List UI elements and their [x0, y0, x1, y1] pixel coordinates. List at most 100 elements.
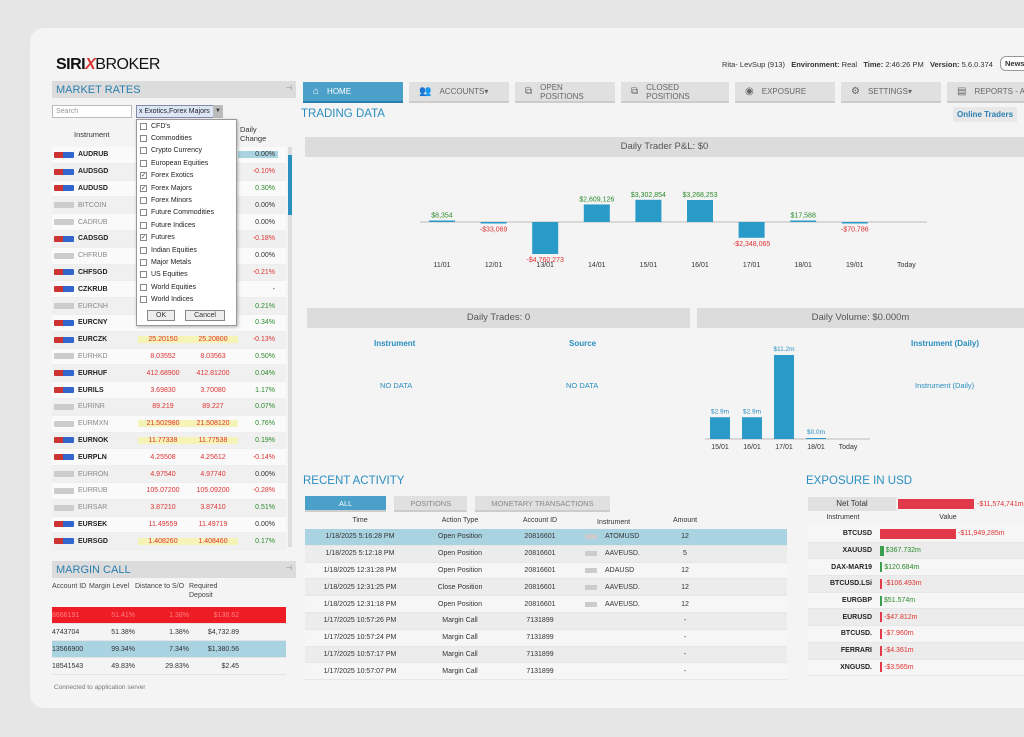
checkbox[interactable] [140, 296, 147, 304]
margin-call-row[interactable]: 13566900 99.34% 7.34% $1,380.56 [52, 641, 286, 658]
checkbox[interactable]: ✓ [140, 234, 147, 242]
pnl-bar[interactable] [687, 200, 713, 222]
market-rate-row[interactable]: EURSGD 1.408260 1.408460 0.17% [52, 533, 286, 551]
checkbox[interactable] [140, 246, 147, 254]
margin-call-row[interactable]: 8666191 51.41% 1.38% $138.62 [52, 607, 286, 624]
cancel-button[interactable]: Cancel [185, 310, 225, 321]
market-rate-row[interactable]: EURHUF 412.68900 412.81200 0.04% [52, 365, 286, 383]
pin-icon[interactable]: ⊣ [285, 565, 292, 572]
dropdown-option[interactable]: Commodities [137, 132, 236, 144]
volume-bar[interactable] [774, 355, 794, 439]
tab-home[interactable]: ⌂ HOME [303, 82, 403, 103]
instrument-icon [585, 601, 597, 607]
checkbox[interactable] [140, 209, 147, 217]
tab-recent-all[interactable]: ALL [305, 496, 387, 512]
dropdown-option[interactable]: World Equities [137, 281, 236, 293]
activity-row[interactable]: 1/17/2025 10:57:07 PM Margin Call 7131899 - [305, 663, 787, 681]
checkbox[interactable] [140, 135, 147, 143]
pnl-bar[interactable] [738, 222, 765, 238]
news-button[interactable]: News [1000, 56, 1024, 71]
volume-bar[interactable] [806, 438, 826, 439]
dropdown-option[interactable]: Indian Equities [137, 244, 236, 256]
dropdown-option[interactable]: US Equities [137, 269, 236, 281]
dropdown-option[interactable]: Forex Minors [137, 194, 236, 206]
activity-row[interactable]: 1/18/2025 12:31:28 PM Open Position 208166… [305, 562, 787, 580]
dropdown-option[interactable]: ✓ Futures [137, 232, 236, 244]
tab-accounts[interactable]: 👥 ACCOUNTS ▾ [409, 82, 509, 103]
checkbox[interactable] [140, 159, 147, 167]
exposure-row[interactable]: DAX-MAR19 $120.684m [808, 559, 1024, 577]
activity-row[interactable]: 1/18/2025 5:12:18 PM Open Position 2081660… [305, 545, 787, 563]
pnl-bar[interactable] [480, 222, 507, 224]
activity-row[interactable]: 1/18/2025 12:31:25 PM Close Position 20816… [305, 579, 787, 597]
market-rate-row[interactable]: EURRUB 105.07200 105.09200 -0.28% [52, 482, 286, 500]
checkbox[interactable] [140, 221, 147, 229]
checkbox[interactable] [140, 122, 147, 130]
exposure-row[interactable]: FERRARI -$4.361m [808, 642, 1024, 660]
volume-bar[interactable] [710, 417, 730, 439]
dropdown-option[interactable]: Future Indices [137, 219, 236, 231]
ok-button[interactable]: OK [147, 310, 176, 321]
search-input[interactable]: Search [52, 105, 132, 118]
tab-closed-positions[interactable]: ⧉ CLOSED POSITIONS [621, 82, 729, 103]
activity-row[interactable]: 1/17/2025 10:57:24 PM Margin Call 7131899 - [305, 629, 787, 647]
market-rate-row[interactable]: EURPLN 4.25508 4.25612 -0.14% [52, 449, 286, 467]
dropdown-option[interactable]: Crypto Currency [137, 145, 236, 157]
activity-row[interactable]: 1/17/2025 10:57:17 PM Margin Call 7131899 - [305, 646, 787, 664]
market-rate-row[interactable]: EURMXN 21.502980 21.508120 0.76% [52, 415, 286, 433]
market-rate-row[interactable]: EURSEK 11.49559 11.49719 0.00% [52, 516, 286, 534]
market-rate-row[interactable]: EURILS 3.69830 3.70080 1.17% [52, 382, 286, 399]
checkbox[interactable] [140, 271, 147, 279]
exposure-row[interactable]: EURUSD -$47.812m [808, 609, 1024, 627]
dropdown-option[interactable]: European Equities [137, 157, 236, 169]
margin-call-row[interactable]: 4743704 51.38% 1.38% $4,732.89 [52, 624, 286, 641]
market-rate-row[interactable]: EURINR 89.219 89.227 0.07% [52, 398, 286, 416]
market-rate-row[interactable]: EURRON 4.97540 4.97740 0.00% [52, 466, 286, 483]
exposure-row[interactable]: BTCUSD.LSi -$106.493m [808, 576, 1024, 593]
dropdown-option[interactable]: CFD's [137, 120, 236, 132]
pnl-bar[interactable] [583, 204, 610, 222]
exposure-row[interactable]: BTCUSD -$11,949,285m [808, 526, 1024, 543]
margin-call-row[interactable]: 18541543 49.83% 29.83% $2.45 [52, 658, 286, 675]
dropdown-option[interactable]: World Indices [137, 293, 236, 305]
checkbox[interactable] [140, 258, 147, 266]
exposure-row[interactable]: BTCUSD. -$7.960m [808, 626, 1024, 643]
exposure-row[interactable]: XAUUSD $367.732m [808, 542, 1024, 560]
market-rate-row[interactable]: EURSAR 3.87210 3.87410 0.51% [52, 499, 286, 517]
category-filter-select[interactable]: x Exotics,Forex Majors [136, 105, 223, 118]
dropdown-option[interactable]: Major Metals [137, 256, 236, 268]
chevron-down-icon[interactable]: ▼ [213, 105, 223, 118]
tab-recent-positions[interactable]: POSITIONS [394, 496, 468, 512]
pin-icon[interactable]: ⊣ [285, 85, 292, 92]
market-rates-scrollbar[interactable] [288, 147, 292, 547]
tab-recent-monetary-transactions[interactable]: MONETARY TRANSACTIONS [475, 496, 610, 512]
market-rate-row[interactable]: EURNOK 11.77338 11.77538 0.19% [52, 432, 286, 450]
checkbox[interactable]: ✓ [140, 184, 147, 192]
tab-reports-a[interactable]: ▤ REPORTS - A [947, 82, 1024, 103]
exposure-row[interactable]: EURGBP $51.574m [808, 592, 1024, 610]
checkbox[interactable]: ✓ [140, 172, 147, 180]
market-rate-row[interactable]: EURCZK 25.20150 25.20800 -0.13% [52, 331, 286, 349]
online-traders-button[interactable]: Online Traders [953, 107, 1018, 122]
accounts-icon: 👥 [419, 86, 432, 97]
checkbox[interactable] [140, 283, 147, 291]
activity-row[interactable]: 1/18/2025 12:31:18 PM Open Position 208166… [305, 596, 787, 613]
activity-row[interactable]: 1/18/2025 5:16:28 PM Open Position 2081660… [305, 529, 787, 546]
activity-row[interactable]: 1/17/2025 10:57:26 PM Margin Call 7131899 - [305, 612, 787, 630]
dropdown-option[interactable]: Future Commodities [137, 207, 236, 219]
pnl-bar[interactable] [429, 220, 455, 223]
pnl-bar[interactable] [841, 222, 868, 224]
tab-settings[interactable]: ⚙ SETTINGS ▾ [841, 82, 941, 103]
pnl-bar[interactable] [532, 222, 559, 254]
market-rate-row[interactable]: EURHKD 8.03552 8.03563 0.50% [52, 348, 286, 366]
pnl-bar[interactable] [635, 199, 662, 222]
checkbox[interactable] [140, 147, 147, 155]
checkbox[interactable] [140, 197, 147, 205]
dropdown-option[interactable]: ✓ Forex Majors [137, 182, 236, 194]
volume-bar[interactable] [742, 417, 762, 439]
dropdown-option[interactable]: ✓ Forex Exotics [137, 170, 236, 182]
pnl-bar[interactable] [790, 220, 817, 223]
tab-exposure[interactable]: ◉ EXPOSURE [735, 82, 835, 103]
exposure-row[interactable]: XNGUSD. -$3.565m [808, 659, 1024, 677]
tab-open-positions[interactable]: ⧉ OPEN POSITIONS [515, 82, 615, 103]
